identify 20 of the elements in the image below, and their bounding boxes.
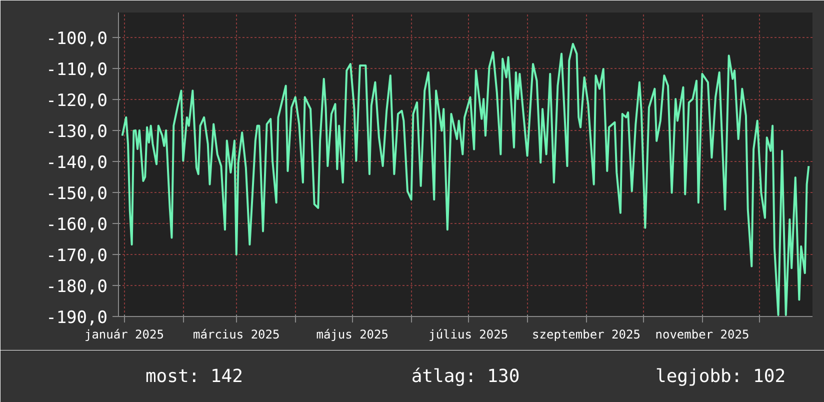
- line-series: [121, 42, 810, 316]
- y-tick-label: -110,0: [46, 60, 108, 80]
- x-tick-label: május 2025: [316, 328, 388, 342]
- y-tick-label: -140,0: [46, 152, 108, 173]
- text: most: 142: [145, 366, 243, 387]
- text: átlag: 130: [411, 366, 520, 387]
- y-tick-label: -170,0: [46, 246, 108, 266]
- x-tick-label: szeptember 2025: [532, 328, 640, 342]
- y-tick-label: -190,0: [46, 308, 108, 328]
- x-tick-label: március 2025: [193, 328, 280, 342]
- y-tick-label: -130,0: [46, 122, 108, 142]
- text: legjobb: 102: [656, 366, 786, 387]
- x-tick-label: július 2025: [428, 328, 508, 342]
- y-tick-label: -160,0: [46, 214, 108, 235]
- y-tick-label: -150,0: [46, 184, 108, 204]
- y-tick-label: -180,0: [46, 276, 108, 297]
- x-tick-label: január 2025: [84, 328, 164, 342]
- y-tick-label: -100,0: [46, 28, 108, 49]
- y-tick-label: -120,0: [46, 90, 108, 111]
- x-tick-label: november 2025: [655, 328, 750, 342]
